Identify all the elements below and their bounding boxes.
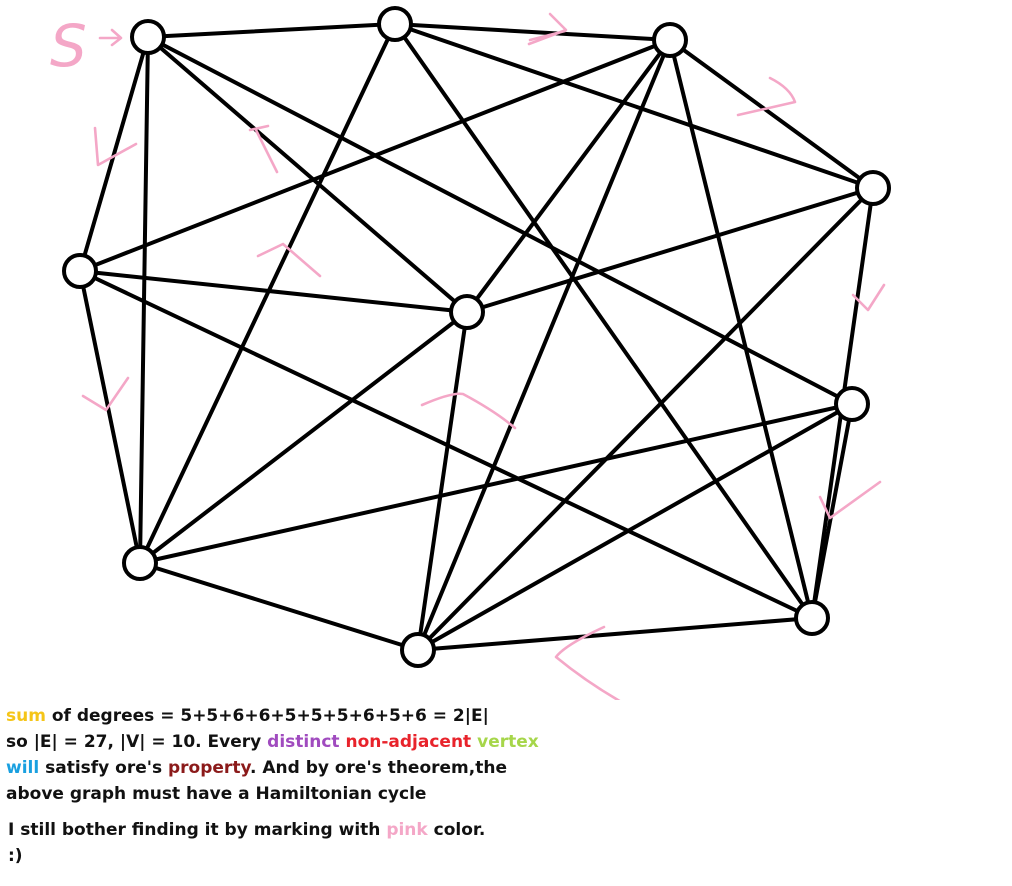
text-run: color. [427,820,486,840]
graph-vertex [62,253,98,289]
graph-edge [78,38,672,273]
arrow-mark [818,480,882,520]
explanation-line-3: will satisfy ore's property. And by ore'… [6,755,566,781]
text-run: property [168,758,250,778]
graph-edge [78,269,469,314]
arrow-mark [256,242,322,278]
graph-vertex [377,6,413,42]
explanation-line-1: sum of degrees = 5+5+6+6+5+5+5+6+5+6 = 2… [6,703,566,729]
text-run: vertex [477,732,539,752]
graph-edge [393,22,814,620]
graph-edge [416,616,814,652]
graph-vertex [122,545,158,581]
arrow-mark [420,392,517,430]
arrow-mark [554,625,621,700]
graph-diagram: S [50,6,891,700]
graph-edge [416,402,854,652]
graph-edge [465,38,672,314]
text-run: :) [8,846,23,866]
graph-vertex [449,294,485,330]
graph-edge [416,38,672,652]
graph-vertex [130,19,166,55]
graph-edge [416,310,469,652]
graph-vertex [652,22,688,58]
text-run: distinct [267,732,340,752]
arrow-mark [81,376,130,412]
graph-edge [78,269,142,565]
graph-vertices [62,6,891,668]
text-run: pink [386,820,428,840]
graph-edge [138,561,420,652]
text-run: I still bother finding it by marking wit… [8,820,387,840]
text-run: sum [6,706,46,726]
arrow-mark [248,124,279,174]
arrow-mark [736,76,797,117]
graph-edge [146,35,469,314]
text-run: non-adjacent [345,732,472,752]
text-run: will [6,758,40,778]
graph-edge [416,186,875,652]
graph-edge [465,186,875,314]
text-run: so |E| = 27, |V| = 10. Every [6,732,268,752]
arrow-mark [851,283,886,312]
graph-edges [78,22,875,652]
graph-edge [393,22,875,190]
text-run: above graph must have a Hamiltonian cycl… [6,784,427,804]
graph-edge [146,22,397,39]
start-label: S [50,12,87,80]
graph-edge [78,35,150,273]
graph-edge [138,22,397,565]
note-line-2: :) [8,843,485,869]
graph-vertex [855,170,891,206]
explanation-line-2: so |E| = 27, |V| = 10. Every distinct no… [6,729,566,755]
note-line-1: I still bother finding it by marking wit… [8,817,485,843]
arrow-mark [93,126,138,167]
graph-edge [668,38,814,620]
graph-edge [146,35,854,406]
text-run: . And by ore's theorem,the [249,758,507,778]
arrow-mark [98,28,123,47]
hamiltonian-cycle-marks: S [50,12,886,700]
graph-edge [138,402,854,565]
text-run: of degrees = 5+5+6+6+5+5+5+6+5+6 = 2|E| [45,706,489,726]
graph-edge [393,22,672,42]
graph-vertex [794,600,830,636]
explanation-paragraph: sum of degrees = 5+5+6+6+5+5+5+6+5+6 = 2… [6,703,566,807]
graph-edge [668,38,875,190]
graph-vertex [400,632,436,668]
graph-edge [138,310,469,565]
graph-vertex [834,386,870,422]
note-paragraph: I still bother finding it by marking wit… [8,817,485,869]
explanation-line-4: above graph must have a Hamiltonian cycl… [6,781,566,807]
graph-edge [810,402,854,620]
text-run: satisfy ore's [39,758,168,778]
arrow-mark [527,12,568,46]
